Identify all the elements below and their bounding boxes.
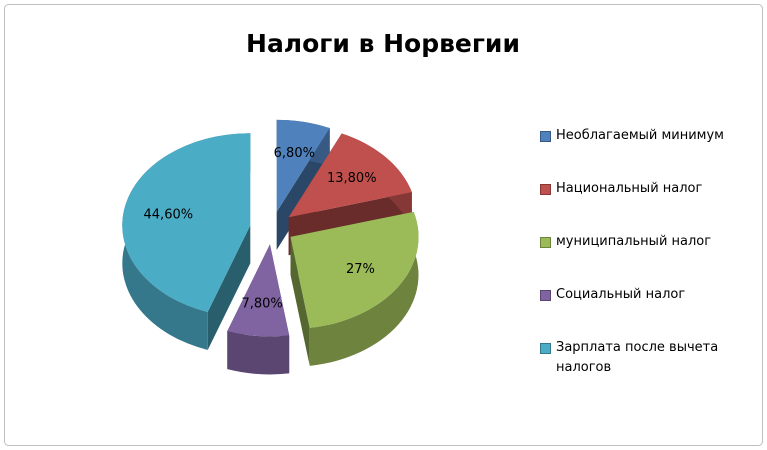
legend-label: Социальный налог xyxy=(556,287,686,302)
chart-title: Налоги в Норвегии xyxy=(246,29,520,58)
legend-swatch xyxy=(540,184,551,195)
slice-top xyxy=(227,244,290,337)
slice-top xyxy=(276,119,330,212)
legend-label: Национальный налог xyxy=(556,181,703,196)
legend-item: муниципальный налог xyxy=(540,232,750,285)
pie-slice: 27% xyxy=(290,211,419,366)
data-label: 27% xyxy=(346,262,375,277)
legend-item: Зарплата после вычета налогов xyxy=(540,338,750,391)
legend-item: Национальный налог xyxy=(540,179,750,232)
data-label: 44,60% xyxy=(144,208,194,223)
pie-slice: 44,60% xyxy=(122,133,251,350)
slice-top xyxy=(288,133,412,218)
slice-top xyxy=(122,133,251,312)
legend-item: Социальный налог xyxy=(540,285,750,338)
data-label: 7,80% xyxy=(241,296,282,311)
legend-swatch xyxy=(540,343,551,354)
legend-label: Необлагаемый минимум xyxy=(556,128,724,143)
pie-slice: 7,80% xyxy=(227,244,290,375)
slice-side xyxy=(309,211,419,366)
slice-wall xyxy=(290,236,310,366)
slice-top xyxy=(290,211,419,328)
legend-swatch xyxy=(540,131,551,142)
slice-wall xyxy=(207,225,251,350)
legend-label: муниципальный налог xyxy=(556,234,712,249)
legend-label: Зарплата после вычета налогов xyxy=(556,340,719,375)
slice-side xyxy=(227,331,290,375)
legend: Необлагаемый минимум Национальный налог му… xyxy=(540,126,750,391)
data-label: 6,80% xyxy=(274,146,315,161)
legend-item: Необлагаемый минимум xyxy=(540,126,750,179)
legend-swatch xyxy=(540,290,551,301)
data-label: 13,80% xyxy=(327,171,377,186)
legend-swatch xyxy=(540,237,551,248)
